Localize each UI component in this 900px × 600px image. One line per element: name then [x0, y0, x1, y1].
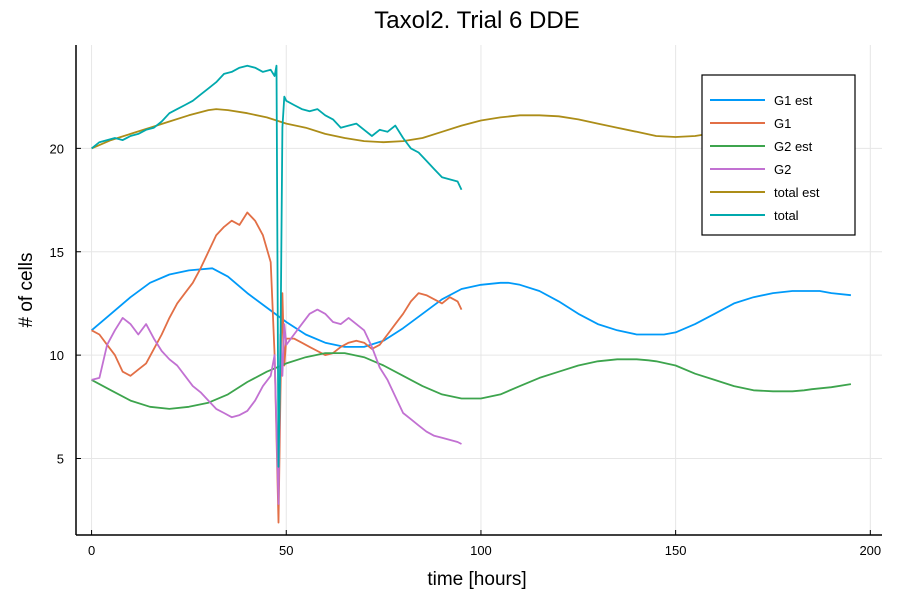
chart-title: Taxol2. Trial 6 DDE [374, 7, 579, 34]
x-tick-label: 100 [470, 543, 492, 558]
y-tick-label: 20 [50, 141, 64, 156]
legend-label-total: total [774, 208, 799, 223]
legend-label-g1: G1 [774, 116, 791, 131]
x-tick-label: 50 [279, 543, 293, 558]
y-tick-label: 15 [50, 245, 64, 260]
x-axis-title: time [hours] [427, 569, 526, 590]
series-line-g2-est [91, 352, 852, 410]
y-tick-label: 10 [50, 348, 64, 363]
legend-box [701, 74, 856, 236]
legend-label-g2: G2 [774, 162, 791, 177]
y-axis-title: # of cells [16, 253, 37, 328]
axes: 0 50 100 150 200 5 10 15 20 [50, 45, 882, 558]
legend: G1 est G1 G2 est G2 total est total [701, 74, 856, 236]
x-tick-label: 200 [859, 543, 881, 558]
legend-label-total-est: total est [774, 185, 820, 200]
y-tick-label: 5 [57, 452, 64, 467]
series-line-total [91, 64, 463, 468]
x-tick-label: 0 [88, 543, 95, 558]
legend-label-g2-est: G2 est [774, 139, 813, 154]
x-tick-label: 150 [665, 543, 687, 558]
series-line-g1-est [91, 267, 851, 348]
legend-label-g1-est: G1 est [774, 93, 813, 108]
